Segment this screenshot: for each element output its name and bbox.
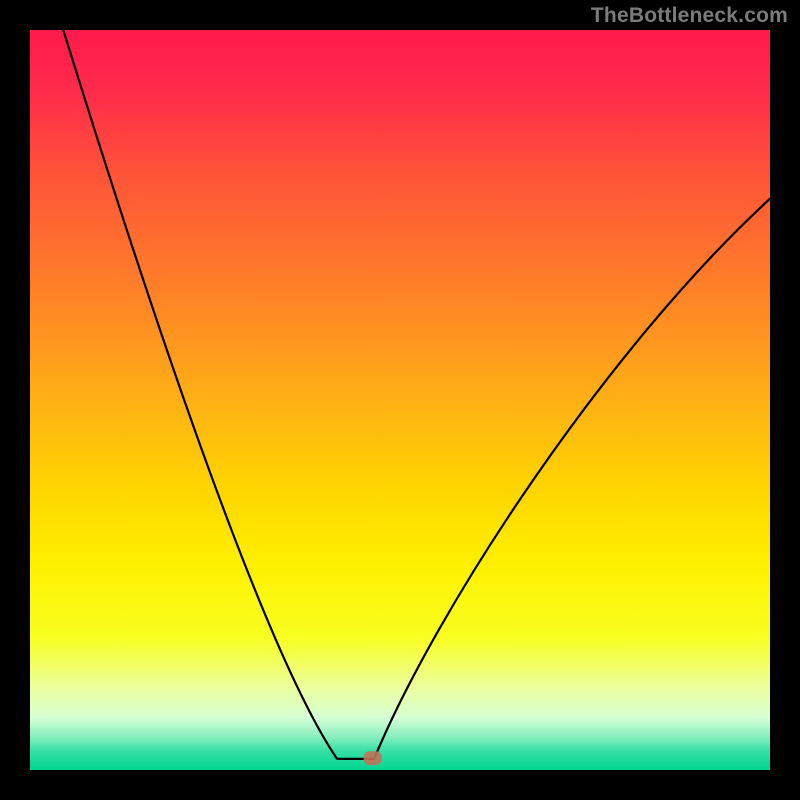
plot-background: [30, 30, 770, 770]
frame-border: [770, 0, 800, 800]
chart-container: TheBottleneck.com: [0, 0, 800, 800]
frame-border: [0, 0, 30, 800]
optimal-point-marker: [364, 751, 382, 765]
watermark-text: TheBottleneck.com: [591, 4, 788, 28]
frame-border: [0, 770, 800, 800]
bottleneck-chart: [0, 0, 800, 800]
